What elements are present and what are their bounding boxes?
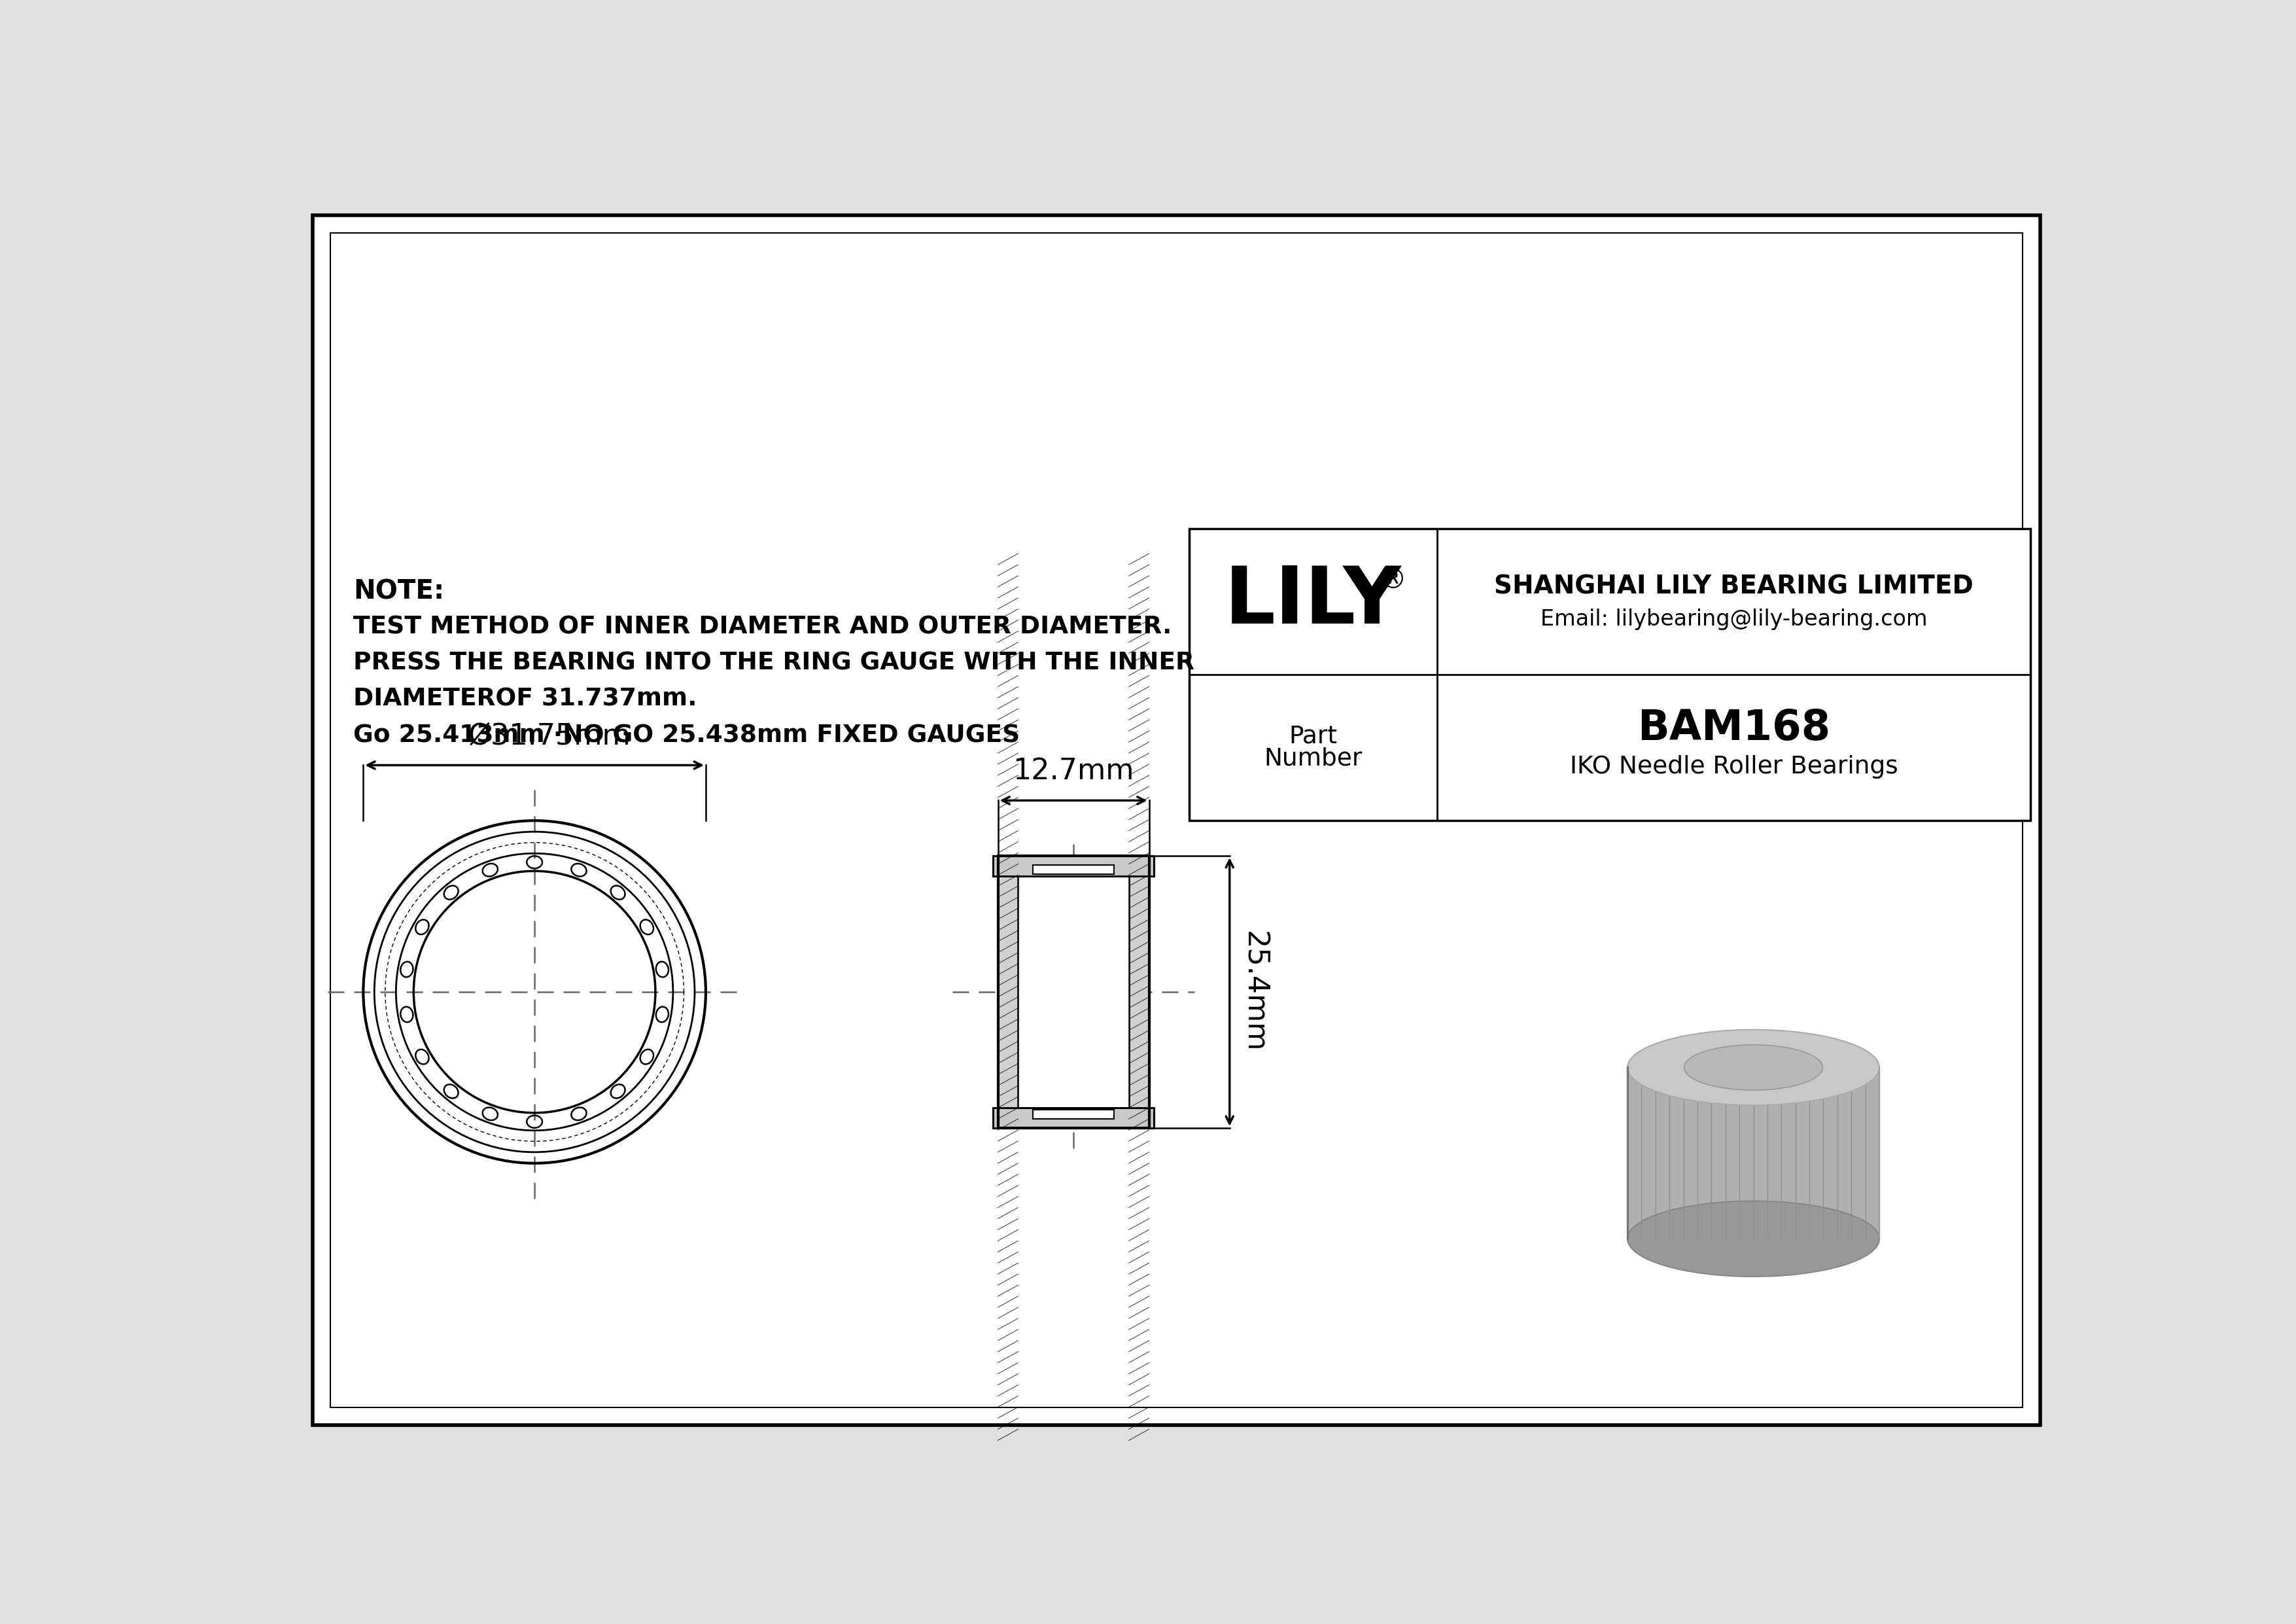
Text: TEST METHOD OF INNER DIAMETER AND OUTER DIAMETER.: TEST METHOD OF INNER DIAMETER AND OUTER … xyxy=(354,615,1171,638)
Ellipse shape xyxy=(1685,1044,1823,1090)
Bar xyxy=(1130,875,1148,1108)
Bar xyxy=(1189,528,2030,820)
Text: LILY: LILY xyxy=(1224,564,1403,640)
Text: SHANGHAI LILY BEARING LIMITED: SHANGHAI LILY BEARING LIMITED xyxy=(1495,573,1975,599)
Bar xyxy=(1033,1109,1114,1119)
Bar xyxy=(1017,875,1130,1108)
Bar xyxy=(992,856,1155,875)
Text: 25.4mm: 25.4mm xyxy=(1240,931,1267,1052)
Text: PRESS THE BEARING INTO THE RING GAUGE WITH THE INNER: PRESS THE BEARING INTO THE RING GAUGE WI… xyxy=(354,651,1194,676)
Text: Go 25.413mm ·NO GO 25.438mm FIXED GAUGES: Go 25.413mm ·NO GO 25.438mm FIXED GAUGES xyxy=(354,724,1019,747)
Bar xyxy=(992,1108,1155,1129)
Bar xyxy=(999,875,1017,1108)
Text: Number: Number xyxy=(1265,747,1362,770)
Text: DIAMETEROF 31.737mm.: DIAMETEROF 31.737mm. xyxy=(354,687,698,711)
Text: IKO Needle Roller Bearings: IKO Needle Roller Bearings xyxy=(1570,755,1899,778)
Text: Email: lilybearing@lily-bearing.com: Email: lilybearing@lily-bearing.com xyxy=(1541,609,1926,630)
Bar xyxy=(999,856,1148,1129)
Text: ®: ® xyxy=(1380,567,1407,594)
Ellipse shape xyxy=(1628,1030,1880,1106)
Bar xyxy=(999,856,1148,1129)
Ellipse shape xyxy=(1628,1202,1880,1276)
Bar xyxy=(1628,1067,1880,1239)
Bar xyxy=(1033,866,1114,874)
Text: BAM168: BAM168 xyxy=(1637,708,1830,749)
Bar xyxy=(992,1108,1155,1129)
Text: 12.7mm: 12.7mm xyxy=(1013,757,1134,786)
Text: Ø31.75mm: Ø31.75mm xyxy=(468,723,631,750)
Text: NOTE:: NOTE: xyxy=(354,578,443,606)
Text: Part: Part xyxy=(1288,724,1336,749)
Bar xyxy=(992,856,1155,875)
